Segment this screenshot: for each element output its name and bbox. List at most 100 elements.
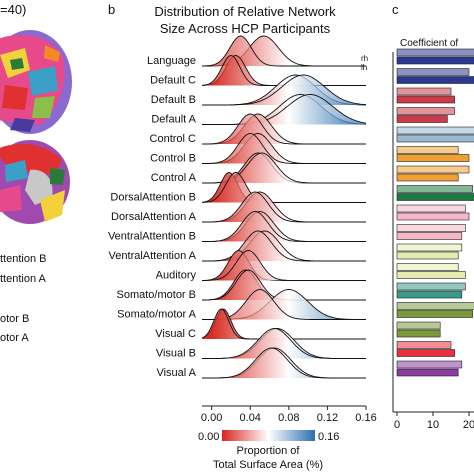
category-label-dorsalattention-b: DorsalAttention B xyxy=(110,192,196,204)
category-label-control-a: Control A xyxy=(151,172,197,184)
panel-c-x-ticks: 0 10 20 xyxy=(394,412,474,431)
ridge-fill-default-c-lh xyxy=(202,55,366,86)
bar-visual-c-rh xyxy=(396,321,441,330)
bar-ventralattention-a-rh xyxy=(396,243,463,252)
colorbar-max-label: 0.16 xyxy=(318,431,339,443)
ridge-line-dorsalattention-a-lh xyxy=(202,191,366,223)
ridge-control-c xyxy=(202,113,366,145)
ridge-line-default-a-lh xyxy=(202,94,367,125)
ridge-fill-default-b-lh xyxy=(202,75,366,105)
colorbar-min-label: 0.00 xyxy=(198,431,219,443)
colorbar-gradient xyxy=(222,430,315,441)
bar-default-b-rh xyxy=(396,87,452,96)
category-label-ventralattention-b: VentralAttention B xyxy=(108,231,196,243)
bar-visual-c-lh xyxy=(396,329,441,338)
panel-a-legend-label-1: ttention B xyxy=(0,253,46,265)
category-label-dorsalattention-a: DorsalAttention A xyxy=(111,211,197,223)
bar-visual-b-rh xyxy=(396,341,452,349)
chart-title-line-2: Size Across HCP Participants xyxy=(160,21,331,36)
ridge-fill-language-lh xyxy=(202,36,366,66)
hemisphere-label-rh: rh xyxy=(361,54,368,63)
x-tick-label: 0.16 xyxy=(355,412,376,424)
ridge-dorsalattention-a xyxy=(202,191,366,223)
panel-a-title: =40) xyxy=(0,2,26,17)
category-label-visual-c: Visual C xyxy=(155,328,196,340)
ridge-dorsalattention-b xyxy=(201,172,366,203)
ridgeline-category-labels: Language Default C Default B Default A Contr… xyxy=(108,55,197,379)
ridge-line-control-b-lh xyxy=(202,133,366,164)
panel-a-legend-label-4: otor A xyxy=(0,332,29,344)
bar-ventralattention-b-lh xyxy=(396,232,463,240)
bar-dorsalattention-a-rh xyxy=(396,204,466,213)
category-label-somato-motor-a: Somato/motor A xyxy=(117,309,197,321)
category-label-control-b: Control B xyxy=(150,153,196,165)
category-label-default-c: Default C xyxy=(150,75,196,87)
panel-a-legend-label-3: otor B xyxy=(0,313,29,325)
bar-dorsalattention-b-rh xyxy=(396,185,473,193)
category-label-language: Language xyxy=(147,55,196,67)
ridge-line-control-c-lh xyxy=(202,113,366,145)
panel-a: =40) ttention B ttention A otor B otor A xyxy=(0,2,72,344)
bar-control-b-lh xyxy=(396,154,470,162)
bar-visual-b-lh xyxy=(396,349,455,357)
colorbar: 0.00 0.16 Proportion of Total Surface Ar… xyxy=(198,430,339,471)
ridge-line-visual-a-lh xyxy=(202,347,366,379)
bar-ventralattention-a-lh xyxy=(396,251,459,260)
colorbar-title-line-2: Total Surface Area (%) xyxy=(213,459,323,471)
ridge-fill-somato-motor-a-lh xyxy=(202,289,366,320)
ridge-fill-somato-motor-b-lh xyxy=(202,270,366,300)
panel-a-legend-label-2: ttention A xyxy=(0,273,47,285)
bar-default-c-rh xyxy=(396,68,470,76)
ridge-control-b xyxy=(202,133,366,164)
panel-c-title: Coefficient of xyxy=(400,38,458,49)
ridge-default-a xyxy=(202,94,367,125)
bar-auditory-rh xyxy=(396,263,459,271)
bar-somato-motor-a-rh xyxy=(396,302,474,310)
ridge-line-language-lh xyxy=(201,35,366,67)
ridge-fill-control-b-lh xyxy=(202,133,366,164)
bar-chart xyxy=(396,48,474,377)
bar-ventralattention-b-rh xyxy=(396,224,466,232)
ridge-fill-control-c-lh xyxy=(202,114,366,144)
category-label-visual-b: Visual B xyxy=(156,348,196,360)
brain-medial-view xyxy=(0,140,70,224)
ridge-fill-control-a-lh xyxy=(202,153,366,183)
bar-language-lh xyxy=(396,56,474,65)
bar-auditory-lh xyxy=(396,271,466,279)
ridge-line-auditory-lh xyxy=(202,250,366,281)
ridge-fill-dorsalattention-a-lh xyxy=(202,192,366,222)
category-label-auditory: Auditory xyxy=(156,270,197,282)
ridge-line-default-b-lh xyxy=(202,74,367,106)
bar-visual-a-lh xyxy=(396,368,459,377)
colorbar-title-line-1: Proportion of xyxy=(237,445,301,457)
category-label-default-b: Default B xyxy=(151,94,196,106)
x-tick-label: 0.08 xyxy=(278,412,299,424)
panel-c-tick-label: 0 xyxy=(394,419,400,431)
ridge-fill-visual-a-lh xyxy=(202,348,366,378)
brain-lateral-view xyxy=(0,30,72,134)
bar-control-c-rh xyxy=(396,126,474,135)
ridge-visual-a xyxy=(202,347,366,379)
bar-default-a-lh xyxy=(396,115,448,123)
hemisphere-label-lh: lh xyxy=(361,63,367,72)
bar-control-a-lh xyxy=(396,173,459,182)
bar-dorsalattention-a-lh xyxy=(396,212,470,221)
bar-default-b-lh xyxy=(396,95,455,104)
ridge-line-ventralattention-b-lh xyxy=(202,211,366,242)
category-label-visual-a: Visual A xyxy=(156,367,196,379)
ridge-fill-ventralattention-b-lh xyxy=(202,211,366,242)
bar-somato-motor-b-rh xyxy=(396,282,466,291)
bar-default-a-rh xyxy=(396,107,455,115)
category-label-somato-motor-b: Somato/motor B xyxy=(117,289,196,301)
ridge-fill-visual-b-lh xyxy=(202,328,366,359)
panel-b: b Distribution of Relative Network Size … xyxy=(108,2,377,471)
panel-c-letter: c xyxy=(392,2,399,17)
x-axis: 0.00 0.04 0.08 0.12 0.16 xyxy=(201,405,377,424)
category-label-control-c: Control C xyxy=(150,133,197,145)
ridge-visual-b xyxy=(202,328,366,359)
ridge-ventralattention-b xyxy=(202,211,366,242)
bar-default-c-lh xyxy=(396,76,474,84)
ridge-line-dorsalattention-b-lh xyxy=(202,172,366,203)
chart-title-line-1: Distribution of Relative Network xyxy=(154,4,336,19)
